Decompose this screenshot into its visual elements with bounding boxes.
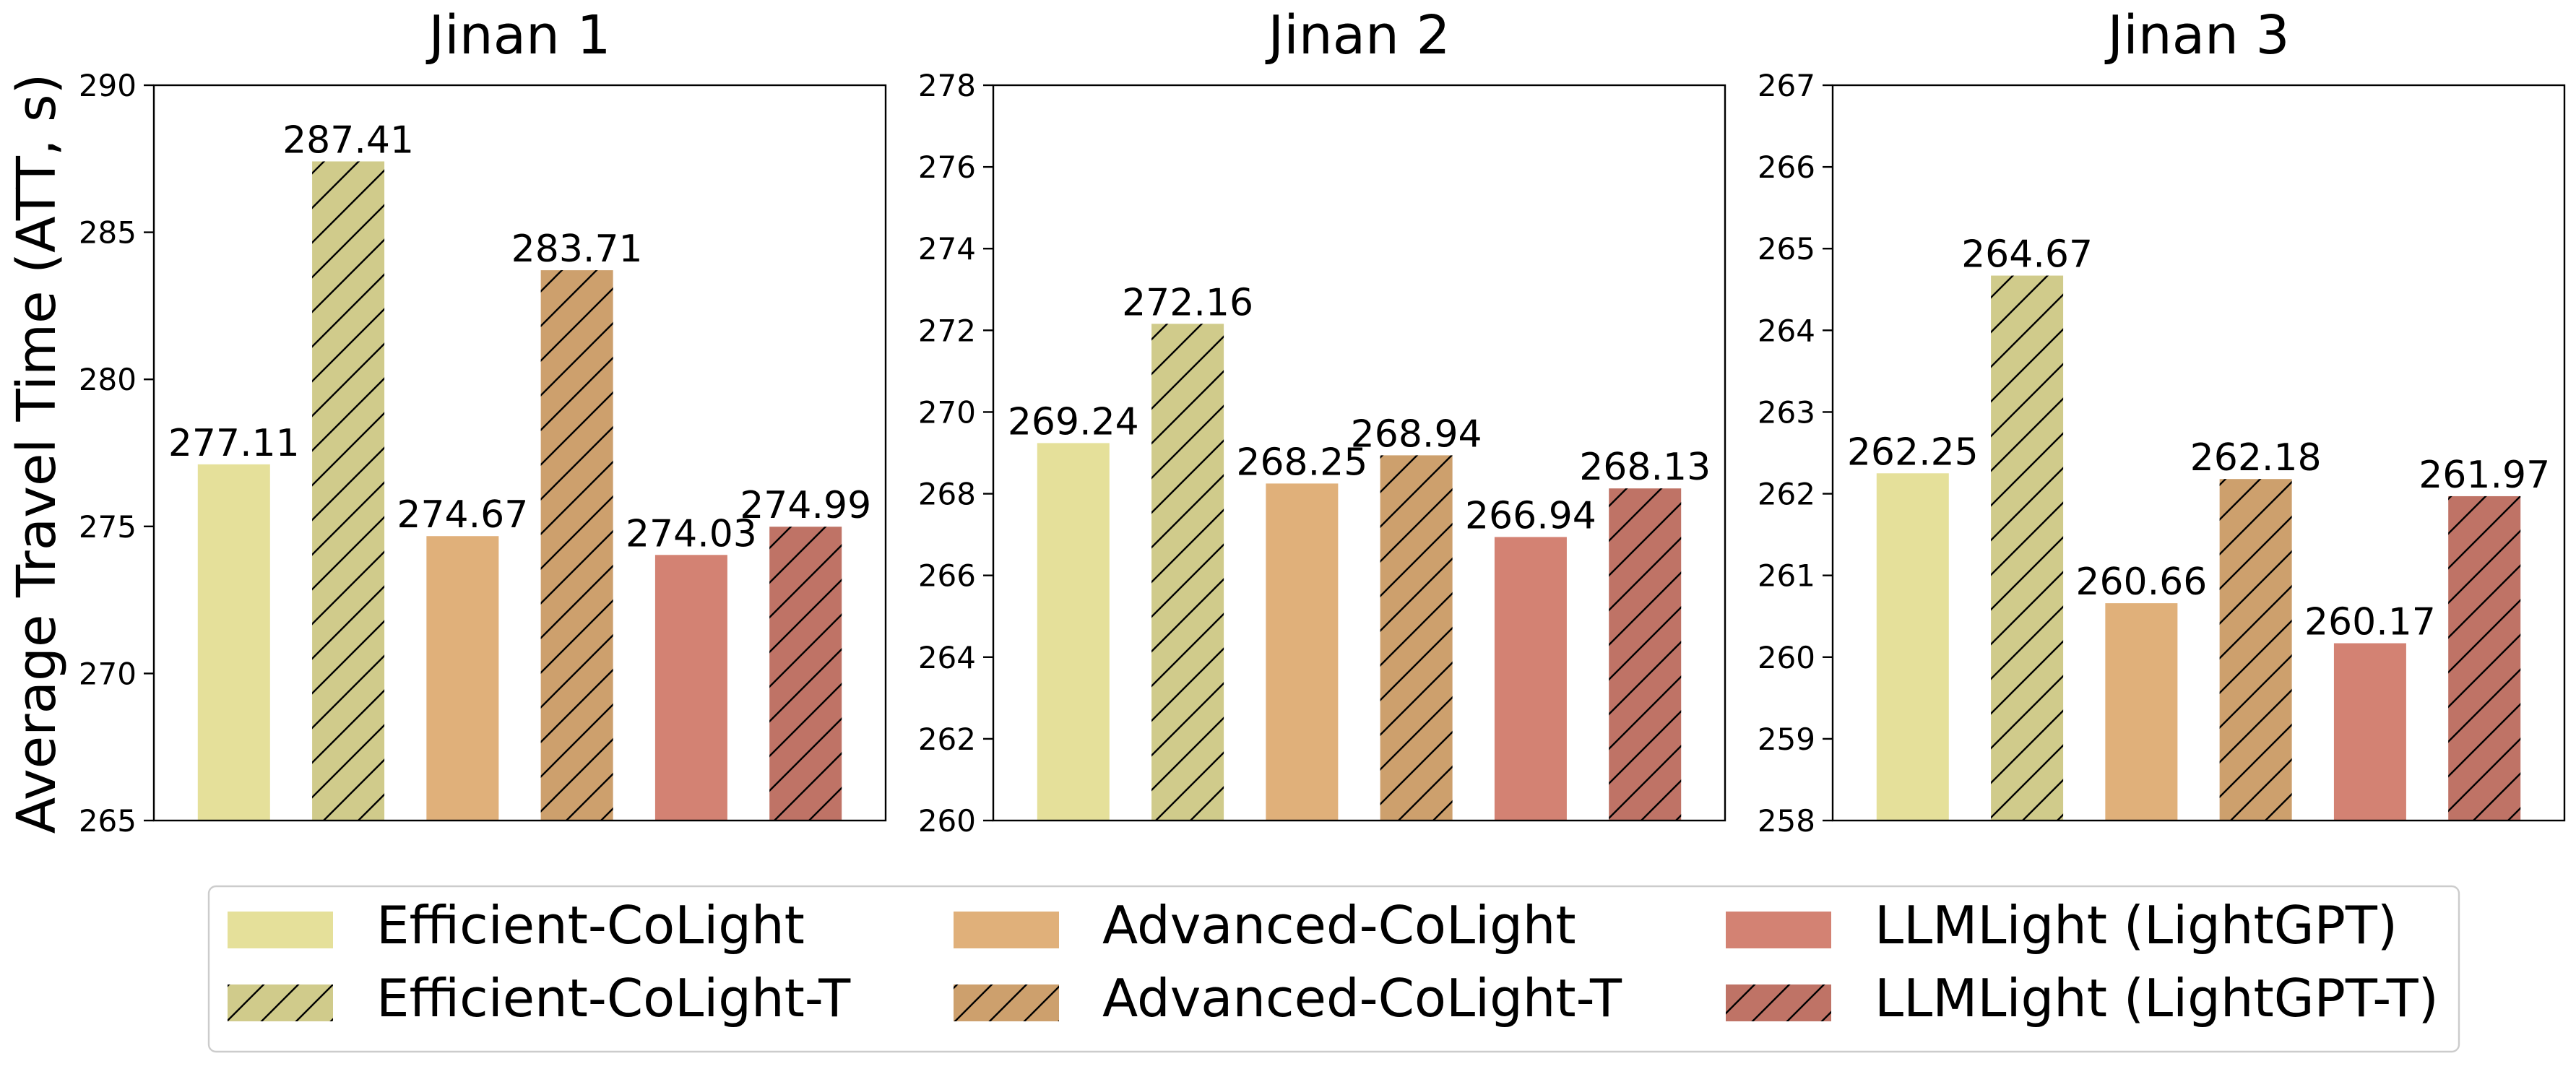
data-label: 268.13 bbox=[1579, 446, 1711, 489]
plot-frame bbox=[1831, 84, 2566, 822]
y-axis-label: Average Travel Time (ATT, s) bbox=[6, 74, 68, 834]
bar-hatch bbox=[2448, 495, 2521, 821]
bar-hatch bbox=[769, 527, 842, 821]
bar-hatch bbox=[1609, 488, 1682, 821]
legend-swatch-hatch bbox=[1726, 984, 1831, 1021]
y-tick-label: 265 bbox=[1758, 231, 1815, 267]
legend-entry: LLMLight (LightGPT) bbox=[1726, 895, 2398, 956]
bar-hatch bbox=[1380, 455, 1453, 821]
legend-entry: LLMLight (LightGPT-T) bbox=[1726, 968, 2439, 1029]
legend-label: Efficient-CoLight bbox=[376, 895, 805, 956]
legend-box bbox=[207, 885, 2460, 1053]
bar bbox=[1266, 483, 1339, 821]
data-label: 272.16 bbox=[1122, 281, 1253, 324]
chart-panel-1: Jinan 1 265 270 275 280 285 290 277.11 287.41 274… bbox=[79, 4, 887, 839]
y-tick-label: 264 bbox=[918, 640, 976, 675]
y-tick-label: 262 bbox=[918, 722, 976, 757]
data-label: 264.67 bbox=[1961, 233, 2093, 277]
data-label: 262.18 bbox=[2190, 436, 2322, 480]
data-label: 274.67 bbox=[397, 493, 528, 537]
chart-title: Jinan 3 bbox=[2104, 4, 2289, 66]
legend-label: Advanced-CoLight-T bbox=[1102, 968, 1622, 1029]
legend-label: LLMLight (LightGPT) bbox=[1875, 895, 2398, 956]
y-tick-label: 270 bbox=[79, 656, 137, 691]
data-label: 269.24 bbox=[1008, 400, 1139, 443]
y-tick-label: 268 bbox=[918, 477, 976, 512]
bar bbox=[197, 464, 270, 821]
legend-entry: Efficient-CoLight bbox=[228, 895, 805, 956]
data-label: 261.97 bbox=[2419, 454, 2550, 497]
bar-hatch bbox=[540, 270, 613, 821]
data-label: 262.25 bbox=[1847, 430, 1979, 474]
data-label: 283.71 bbox=[511, 228, 643, 271]
y-tick-label: 290 bbox=[79, 68, 137, 103]
y-tick-label: 260 bbox=[918, 803, 976, 839]
legend-swatch-hatch bbox=[228, 984, 333, 1021]
data-label: 260.17 bbox=[2304, 601, 2436, 644]
data-label: 274.03 bbox=[626, 512, 757, 555]
y-tick-label: 260 bbox=[1758, 640, 1815, 675]
chart-panel-3: Jinan 3 258 259 260 261 262 263 264 265 266 267 262… bbox=[1758, 4, 2566, 839]
y-tick-label: 263 bbox=[1758, 394, 1815, 430]
chart-title: Jinan 1 bbox=[425, 4, 610, 66]
legend-label: LLMLight (LightGPT-T) bbox=[1875, 968, 2439, 1029]
y-tick-label: 272 bbox=[918, 313, 976, 348]
chart-panel-2: Jinan 2 260 262 264 266 268 270 272 274 276 278 269… bbox=[918, 4, 1726, 839]
data-label: 266.94 bbox=[1465, 495, 1596, 538]
legend-entry: Advanced-CoLight-T bbox=[954, 968, 1622, 1029]
data-label: 287.41 bbox=[282, 118, 414, 162]
bar-hatch bbox=[2219, 479, 2292, 821]
y-tick-label: 285 bbox=[79, 215, 137, 251]
y-tick-label: 258 bbox=[1758, 803, 1815, 839]
y-tick-label: 264 bbox=[1758, 313, 1815, 348]
bar bbox=[654, 555, 727, 821]
data-label: 260.66 bbox=[2075, 561, 2207, 604]
bar bbox=[2333, 643, 2406, 821]
bar bbox=[426, 536, 499, 821]
bar bbox=[1494, 537, 1567, 821]
data-label: 268.94 bbox=[1351, 412, 1482, 456]
data-label: 274.99 bbox=[740, 484, 871, 527]
plot-frame bbox=[992, 84, 1726, 822]
y-tick-label: 266 bbox=[1758, 150, 1815, 185]
chart-title: Jinan 2 bbox=[1265, 4, 1450, 66]
y-tick-label: 275 bbox=[79, 509, 137, 545]
bar bbox=[1037, 443, 1110, 821]
bar bbox=[1876, 473, 1949, 821]
bar-hatch bbox=[312, 161, 385, 821]
legend-swatch bbox=[1726, 912, 1831, 948]
y-tick-label: 259 bbox=[1758, 722, 1815, 757]
y-tick-label: 280 bbox=[79, 362, 137, 397]
legend-label: Advanced-CoLight bbox=[1102, 895, 1576, 956]
data-label: 277.11 bbox=[168, 422, 300, 465]
legend-entry: Efficient-CoLight-T bbox=[228, 968, 851, 1029]
y-tick-label: 266 bbox=[918, 558, 976, 594]
y-tick-label: 276 bbox=[918, 150, 976, 185]
legend-swatch-hatch bbox=[954, 984, 1059, 1021]
y-tick-label: 265 bbox=[79, 803, 137, 839]
legend-entry: Advanced-CoLight bbox=[954, 895, 1576, 956]
y-tick-label: 270 bbox=[918, 394, 976, 430]
y-tick-label: 267 bbox=[1758, 68, 1815, 103]
plot-frame bbox=[152, 84, 887, 822]
bar bbox=[2105, 603, 2178, 821]
legend-swatch bbox=[228, 912, 333, 948]
legend-label: Efficient-CoLight-T bbox=[376, 968, 851, 1029]
y-tick-label: 261 bbox=[1758, 558, 1815, 594]
legend-swatch bbox=[954, 912, 1059, 948]
y-tick-label: 278 bbox=[918, 68, 976, 103]
y-tick-label: 274 bbox=[918, 231, 976, 267]
bar-hatch bbox=[1991, 275, 2064, 821]
y-tick-label: 262 bbox=[1758, 477, 1815, 512]
data-label: 268.25 bbox=[1236, 441, 1367, 484]
bar-hatch bbox=[1151, 324, 1224, 821]
